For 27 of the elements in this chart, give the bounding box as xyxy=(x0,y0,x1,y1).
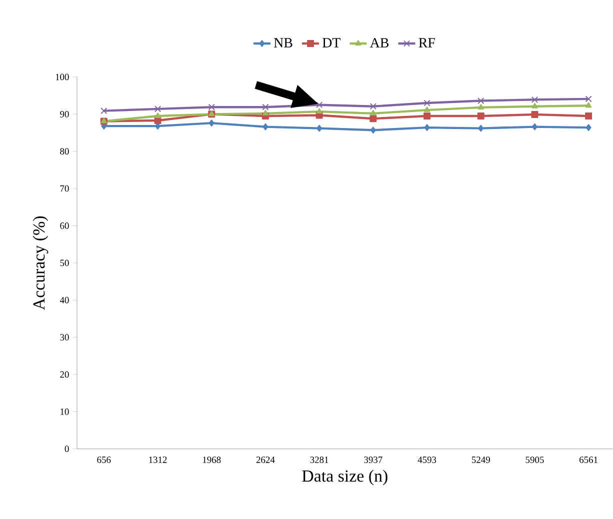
y-axis-title: Accuracy (%) xyxy=(32,216,48,310)
x-tick-label: 5249 xyxy=(472,456,490,464)
legend-label: NB xyxy=(274,38,292,48)
x-tick-label: 656 xyxy=(97,456,111,464)
y-tick-label: 70 xyxy=(60,185,69,192)
x-tick-label: 4593 xyxy=(418,456,436,464)
y-tick-label: 100 xyxy=(56,74,69,80)
y-tick-label: 80 xyxy=(60,148,69,155)
y-tick-label: 20 xyxy=(60,371,69,378)
x-tick-label: 6561 xyxy=(580,456,598,464)
y-tick-label: 0 xyxy=(64,446,69,452)
legend-label: AB xyxy=(370,38,389,48)
x-tick-label: 2624 xyxy=(256,456,275,464)
x-tick-label: 1312 xyxy=(149,456,167,464)
y-tick-label: 60 xyxy=(60,222,69,229)
y-tick-label: 50 xyxy=(60,260,69,266)
y-tick-label: 30 xyxy=(60,334,69,341)
y-tick-label: 40 xyxy=(60,296,69,304)
x-axis-title: Data size (n) xyxy=(302,470,388,486)
x-tick-label: 3281 xyxy=(310,456,328,464)
x-tick-label: 1968 xyxy=(202,456,221,464)
legend-label: DT xyxy=(322,38,340,48)
x-tick-label: 5905 xyxy=(526,456,544,464)
y-tick-label: 90 xyxy=(60,111,69,118)
y-tick-label: 10 xyxy=(60,408,69,415)
x-tick-label: 3937 xyxy=(364,456,382,464)
legend-label: RF xyxy=(418,38,435,48)
